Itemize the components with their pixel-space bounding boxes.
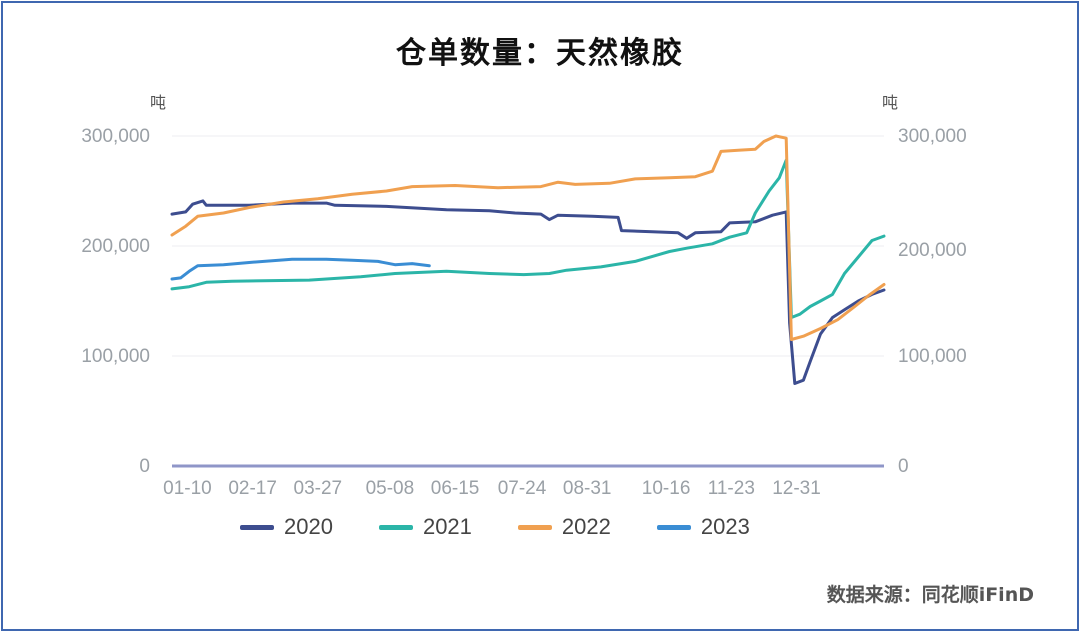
legend-swatch-2020 bbox=[240, 524, 274, 530]
series-line-2023 bbox=[170, 257, 431, 281]
x-tick-label: 12-31 bbox=[772, 478, 821, 499]
y-tick-left: 0 bbox=[139, 456, 150, 477]
y-axis-right: 0 100,000 200,000 300,000 bbox=[898, 126, 967, 477]
legend-item-2022[interactable]: 2022 bbox=[517, 514, 611, 540]
x-tick-label: 10-16 bbox=[642, 478, 691, 499]
y-tick-left: 300,000 bbox=[81, 126, 150, 147]
x-tick-label: 01-10 bbox=[163, 478, 212, 499]
y-unit-right: 吨 bbox=[882, 93, 898, 112]
legend-item-2023[interactable]: 2023 bbox=[656, 514, 750, 540]
legend-swatch-2023 bbox=[656, 524, 691, 530]
legend-item-2021[interactable]: 2021 bbox=[378, 514, 472, 540]
x-tick-label: 08-31 bbox=[563, 478, 612, 499]
x-tick-label: 06-15 bbox=[431, 478, 480, 499]
series-line-2022 bbox=[170, 134, 886, 341]
y-tick-right: 200,000 bbox=[898, 240, 967, 261]
legend-swatch-2021 bbox=[378, 524, 413, 530]
series-lines bbox=[170, 134, 886, 385]
legend-label-2022: 2022 bbox=[561, 514, 611, 539]
legend-item-2020[interactable]: 2020 bbox=[240, 514, 333, 540]
legend-label-2023: 2023 bbox=[700, 514, 750, 539]
x-axis: 01-10 02-17 03-27 05-08 06-15 07-24 08-31 10-16… bbox=[163, 478, 821, 499]
x-tick-label: 07-24 bbox=[498, 478, 547, 499]
gridlines bbox=[172, 135, 884, 468]
legend: 2020 2021 2022 2023 bbox=[240, 514, 750, 540]
y-unit-left: 吨 bbox=[150, 93, 166, 112]
y-axis-left: 0 100,000 200,000 300,000 bbox=[81, 126, 150, 477]
y-tick-right: 0 bbox=[898, 456, 909, 477]
y-tick-left: 200,000 bbox=[81, 236, 150, 257]
y-tick-right: 100,000 bbox=[898, 346, 967, 367]
x-tick-label: 11-23 bbox=[708, 478, 755, 499]
x-tick-label: 03-27 bbox=[294, 478, 343, 499]
legend-label-2020: 2020 bbox=[284, 514, 333, 539]
y-tick-right: 300,000 bbox=[898, 126, 967, 147]
legend-swatch-2022 bbox=[517, 524, 552, 530]
x-tick-label: 02-17 bbox=[228, 478, 277, 499]
legend-label-2021: 2021 bbox=[422, 514, 472, 539]
chart-title: 仓单数量：天然橡胶 bbox=[396, 36, 684, 71]
data-source: 数据来源：同花顺iFinD bbox=[826, 584, 1034, 606]
series-line-2020 bbox=[170, 199, 886, 385]
y-tick-left: 100,000 bbox=[81, 346, 150, 367]
series-line-2021 bbox=[170, 158, 886, 319]
x-tick-label: 05-08 bbox=[366, 478, 415, 499]
